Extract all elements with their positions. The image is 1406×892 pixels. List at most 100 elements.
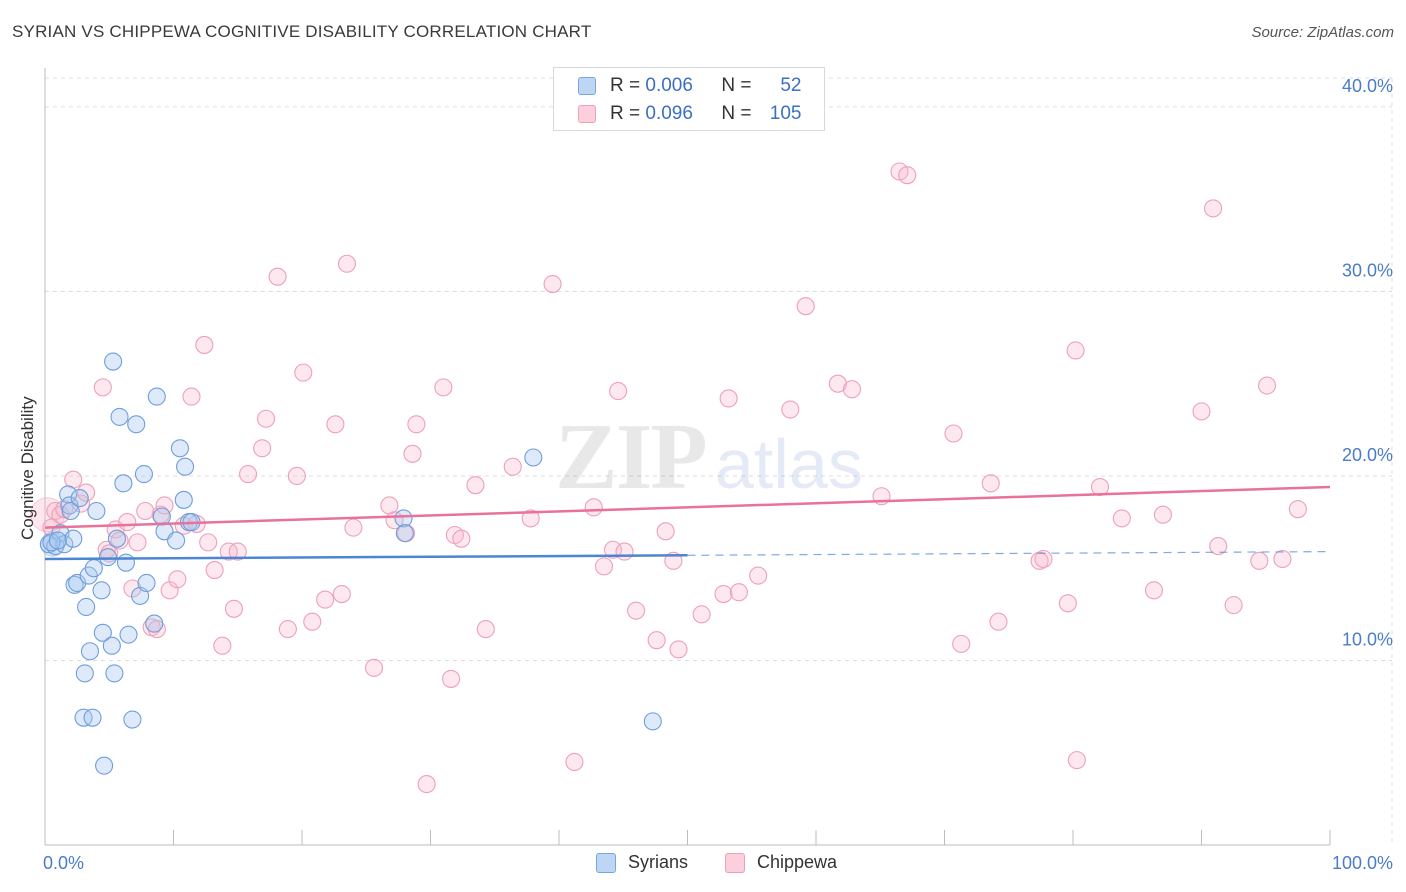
syrian-point <box>77 597 96 617</box>
chippewa-point <box>205 561 224 580</box>
y-tick-label: 30.0% <box>1342 260 1393 280</box>
svg-text:atlas: atlas <box>715 425 863 503</box>
syrian-point <box>64 529 83 548</box>
legend-r-value-chippewa: 0.096 <box>645 103 693 124</box>
series-label-chippewa: Chippewa <box>757 852 838 872</box>
correlation-legend: R = 0.006 N = 52 R = 0.096 N = 105 <box>553 67 825 131</box>
chippewa-point <box>627 601 646 620</box>
syrian-point <box>167 531 186 550</box>
syrian-point <box>123 710 142 729</box>
chippewa-point <box>603 540 623 559</box>
chippewa-point <box>403 444 422 463</box>
syrian-point <box>92 581 111 600</box>
chippewa-point <box>268 267 287 286</box>
legend-r-label: R = <box>610 103 641 124</box>
chippewa-point <box>1066 341 1085 360</box>
chippewa-point <box>796 297 815 316</box>
syrian-point <box>119 625 138 644</box>
chippewa-point <box>476 620 495 639</box>
chippewa-point <box>952 634 971 653</box>
chippewa-point <box>749 566 768 585</box>
chippewa-point <box>224 599 243 618</box>
chippewa-point <box>71 494 91 513</box>
chippewa-trend-line <box>44 485 1331 529</box>
chippewa-point <box>278 620 297 639</box>
chippewa-point <box>1153 505 1172 524</box>
syrian-point <box>70 489 89 508</box>
syrian-point <box>42 533 61 552</box>
chippewa-point <box>1288 500 1307 519</box>
syrian-point <box>83 708 102 727</box>
chippewa-point <box>714 584 733 604</box>
chippewa-point <box>729 583 748 602</box>
chippewa-point <box>1112 509 1131 528</box>
syrian-point <box>60 496 79 515</box>
syrian-point <box>102 636 121 655</box>
chippewa-point <box>989 612 1008 631</box>
chippewa-point <box>1257 376 1277 395</box>
syrian-point <box>93 623 112 642</box>
chippewa-point <box>93 378 112 397</box>
chippewa-point <box>337 254 357 273</box>
chippewa-point <box>256 409 276 428</box>
syrian-points <box>39 352 662 775</box>
chippewa-point <box>1067 751 1086 770</box>
chippewa-point <box>213 636 232 655</box>
chippewa-point <box>238 465 258 484</box>
tick-labels: 10.0% 20.0% 30.0% 40.0% 0.0% 100.0% <box>43 76 1393 873</box>
chippewa-point <box>842 380 862 399</box>
watermark: ZIP atlas <box>555 405 863 509</box>
legend-r-label: R = <box>610 75 641 96</box>
series-legend-chippewa[interactable]: Chippewa <box>725 852 837 873</box>
syrian-point <box>524 448 543 467</box>
legend-n-label: N = <box>721 75 752 96</box>
chippewa-point <box>442 669 461 688</box>
series-legend-syrians[interactable]: Syrians <box>596 852 688 873</box>
chippewa-point <box>407 415 426 434</box>
chart-title: SYRIAN VS CHIPPEWA COGNITIVE DISABILITY … <box>12 22 592 41</box>
syrian-point <box>61 501 80 521</box>
chippewa-points <box>30 162 1307 794</box>
chippewa-point <box>287 466 306 486</box>
chippewa-point <box>1144 581 1164 600</box>
syrian-point <box>643 712 662 731</box>
chippewa-point <box>647 631 666 650</box>
chippewa-point <box>898 166 917 185</box>
chippewa-point <box>781 400 800 419</box>
syrian-point <box>65 575 84 594</box>
svg-text:ZIP: ZIP <box>555 405 706 509</box>
syrian-point <box>174 490 193 509</box>
chippewa-point <box>1034 549 1053 569</box>
syrian-point <box>98 548 118 567</box>
syrian-point <box>176 457 195 476</box>
chippewa-point <box>615 542 634 561</box>
chippewa-point <box>1204 199 1223 218</box>
syrian-point <box>105 664 124 683</box>
chippewa-point <box>981 474 1000 493</box>
y-tick-label: 20.0% <box>1342 445 1393 465</box>
chippewa-point <box>136 501 155 521</box>
source-label: Source: ZipAtlas.com <box>1251 24 1394 41</box>
legend-n-value-syrians: 52 <box>780 75 802 96</box>
chippewa-point <box>228 542 247 561</box>
series-legend: Syrians Chippewa <box>0 852 1406 878</box>
syrian-point <box>394 509 413 528</box>
chippewa-point <box>1250 551 1269 570</box>
chippewa-point <box>434 378 453 397</box>
chippewa-point <box>1209 537 1228 556</box>
syrian-point <box>134 465 153 484</box>
chippewa-point <box>128 533 147 552</box>
chippewa-point <box>110 531 129 550</box>
chippewa-point <box>118 513 137 532</box>
syrian-point <box>137 573 156 593</box>
series-swatch-chippewa <box>725 852 745 873</box>
axes <box>44 68 1331 846</box>
x-tick-label-max: 100.0% <box>1332 853 1393 873</box>
syrian-point <box>147 387 166 406</box>
syrian-point <box>48 531 67 550</box>
chippewa-point <box>326 415 345 434</box>
chippewa-point <box>344 518 363 537</box>
chippewa-point <box>565 752 584 772</box>
chippewa-point <box>503 457 522 476</box>
